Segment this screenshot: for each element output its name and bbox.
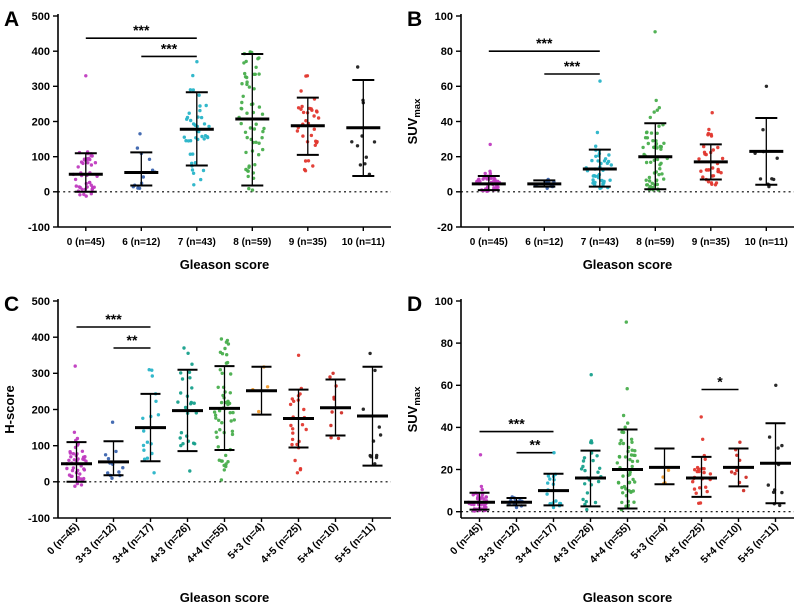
svg-text:100: 100 [32,152,50,164]
svg-text:B: B [407,8,422,31]
svg-text:**: ** [530,437,541,453]
svg-text:80: 80 [441,338,453,350]
svg-text:7 (n=43): 7 (n=43) [178,237,216,248]
panel-a-chart: -100 0 100 200 300 400 500 0 (n=45) 6 (n=12) 7 (n… [4,8,391,272]
svg-text:100: 100 [32,441,50,453]
svg-text:SUVmax: SUVmax [405,98,423,144]
svg-text:200: 200 [32,404,50,416]
svg-text:A: A [4,8,19,31]
svg-text:***: *** [161,40,178,56]
svg-text:400: 400 [32,332,50,344]
svg-text:60: 60 [441,81,453,93]
svg-text:0: 0 [44,477,50,489]
svg-text:8 (n=59): 8 (n=59) [636,237,674,248]
svg-text:SUVmax: SUVmax [405,386,423,432]
svg-text:5+5 (n=11): 5+5 (n=11) [333,521,378,566]
svg-text:**: ** [127,332,138,348]
svg-text:0 (n=45): 0 (n=45) [45,521,82,558]
svg-text:***: *** [564,58,581,74]
svg-text:7 (n=43): 7 (n=43) [581,237,619,248]
svg-text:60: 60 [441,380,453,392]
svg-text:40: 40 [441,422,453,434]
svg-text:40: 40 [441,116,453,128]
svg-text:9 (n=35): 9 (n=35) [692,237,730,248]
svg-text:6 (n=12): 6 (n=12) [122,237,160,248]
svg-text:4+4 (n=55): 4+4 (n=55) [587,521,632,566]
svg-text:9 (n=35): 9 (n=35) [289,237,327,248]
svg-text:500: 500 [32,11,50,23]
svg-text:-100: -100 [28,222,50,234]
svg-text:***: *** [105,311,122,327]
svg-text:300: 300 [32,81,50,93]
svg-text:***: *** [133,22,150,38]
svg-text:100: 100 [435,296,453,308]
svg-text:8 (n=59): 8 (n=59) [233,237,271,248]
svg-text:Gleason score: Gleason score [583,257,673,272]
svg-text:*: * [717,374,723,390]
svg-text:0 (n=45): 0 (n=45) [448,521,485,558]
svg-text:-100: -100 [28,513,50,525]
svg-text:10 (n=11): 10 (n=11) [342,237,385,248]
svg-text:H-score: H-score [2,385,17,433]
svg-text:10 (n=11): 10 (n=11) [745,237,788,248]
svg-text:20: 20 [441,464,453,476]
svg-text:0: 0 [447,507,453,519]
svg-text:200: 200 [32,116,50,128]
svg-text:5+5 (n=11): 5+5 (n=11) [736,521,781,566]
svg-text:6 (n=12): 6 (n=12) [525,237,563,248]
svg-text:0: 0 [447,187,453,199]
svg-text:0 (n=45): 0 (n=45) [470,237,508,248]
svg-text:***: *** [508,416,525,432]
svg-text:500: 500 [32,296,50,308]
svg-text:400: 400 [32,46,50,58]
panel-b-chart: -20 0 20 40 60 80 100 0 (n=45) 6 (n=12) 7 (n=43) 8… [405,8,794,272]
svg-text:0 (n=45): 0 (n=45) [67,237,105,248]
svg-text:C: C [4,293,19,316]
svg-text:Gleason score: Gleason score [180,590,270,605]
svg-text:4+4 (n=55): 4+4 (n=55) [184,521,229,566]
svg-text:20: 20 [441,152,453,164]
svg-text:D: D [407,293,422,316]
svg-text:Gleason score: Gleason score [583,590,673,605]
svg-text:***: *** [536,35,553,51]
svg-text:-20: -20 [437,222,453,234]
svg-text:100: 100 [435,11,453,23]
svg-text:300: 300 [32,368,50,380]
svg-text:0: 0 [44,187,50,199]
svg-text:80: 80 [441,46,453,58]
svg-text:Gleason score: Gleason score [180,257,270,272]
